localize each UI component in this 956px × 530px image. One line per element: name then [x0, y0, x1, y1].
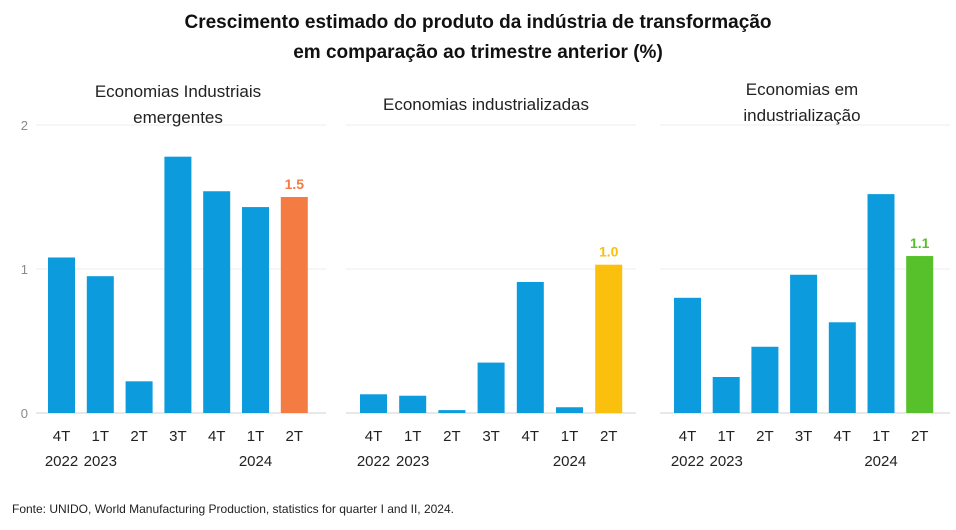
panel-3-bar: [674, 297, 701, 413]
panel-3-x-year-label: 2024: [864, 453, 897, 470]
panel-1-bar: [48, 257, 75, 413]
panel-2-bar: [399, 395, 427, 413]
panel-1-x-year-label: 2023: [84, 453, 117, 470]
panel-2-bar: [438, 410, 466, 413]
panel-3-x-quarter-label: 4T: [834, 428, 852, 445]
panel-2-x-year-label: 2022: [357, 453, 390, 470]
panel-3-bar: [790, 274, 818, 413]
panel-1-x-year-label: 2024: [239, 453, 272, 470]
panel-3-x-quarter-label: 3T: [795, 428, 813, 445]
panel-3-x-quarter-label: 4T: [679, 428, 697, 445]
panel-2-subtitle-line-1: Economias industrializadas: [383, 95, 589, 114]
panel-3-bar: [867, 194, 895, 413]
panel-1-data-label: 1.5: [285, 176, 305, 192]
panel-1-x-quarter-label: 3T: [169, 428, 187, 445]
panel-2-bar: [360, 394, 387, 413]
panel-1-x-quarter-label: 2T: [286, 428, 304, 445]
panel-2-x-year-label: 2024: [553, 453, 586, 470]
panel-1-x-quarter-label: 1T: [92, 428, 110, 445]
panel-1-bar: [280, 197, 308, 413]
panel-2-x-quarter-label: 1T: [404, 428, 422, 445]
chart-title: Crescimento estimado do produto da indús…: [0, 8, 956, 68]
chart-title-line-2: em comparação ao trimestre anterior (%): [293, 42, 663, 63]
panel-3-bar: [828, 322, 856, 413]
panel-1-y-tick-label: 0: [21, 406, 28, 421]
source-note: Fonte: UNIDO, World Manufacturing Produc…: [12, 502, 454, 516]
panel-1-subtitle-line-2: emergentes: [133, 108, 223, 127]
panel-1-y-tick-label: 1: [21, 262, 28, 277]
panel-2-x-quarter-label: 4T: [365, 428, 383, 445]
panel-2-bar: [477, 362, 505, 413]
panel-1-x-quarter-label: 2T: [130, 428, 148, 445]
panel-3-bar: [712, 377, 740, 413]
panel-2-bar: [516, 281, 544, 413]
panel-1-x-quarter-label: 4T: [53, 428, 71, 445]
panel-2-x-year-label: 2023: [396, 453, 429, 470]
panel-3-x-quarter-label: 2T: [756, 428, 774, 445]
panel-2-x-quarter-label: 2T: [600, 428, 618, 445]
panel-2-x-quarter-label: 3T: [482, 428, 500, 445]
panel-1-bar: [203, 191, 231, 413]
panel-3-x-quarter-label: 2T: [911, 428, 929, 445]
panel-1-x-quarter-label: 1T: [247, 428, 265, 445]
panel-2-x-quarter-label: 2T: [443, 428, 461, 445]
panel-3-subtitle-line-2: industrialização: [743, 106, 860, 125]
panel-2-x-quarter-label: 1T: [561, 428, 579, 445]
panel-3-bar: [751, 346, 779, 413]
panel-1-y-tick-label: 2: [21, 118, 28, 133]
panel-2-data-label: 1.0: [599, 244, 619, 260]
panel-1-x-year-label: 2022: [45, 453, 78, 470]
panel-3-x-quarter-label: 1T: [872, 428, 890, 445]
panel-2-bar: [556, 407, 583, 413]
panel-1-bar: [242, 207, 269, 413]
panel-3-bar: [906, 256, 934, 413]
panel-3-x-quarter-label: 1T: [717, 428, 735, 445]
chart-title-line-1: Crescimento estimado do produto da indús…: [184, 12, 772, 33]
panel-3-data-label: 1.1: [910, 235, 930, 251]
panel-1-bar: [164, 156, 192, 413]
panel-1-bar: [125, 381, 153, 413]
panel-1-subtitle-line-1: Economias Industriais: [95, 82, 261, 101]
panel-1-x-quarter-label: 4T: [208, 428, 226, 445]
panel-1-bar: [86, 276, 114, 413]
panel-3-x-year-label: 2022: [671, 453, 704, 470]
panel-3-x-year-label: 2023: [710, 453, 743, 470]
panel-3-subtitle-line-1: Economias em: [746, 80, 858, 99]
panel-2-x-quarter-label: 4T: [522, 428, 540, 445]
panel-2-bar: [595, 264, 623, 413]
